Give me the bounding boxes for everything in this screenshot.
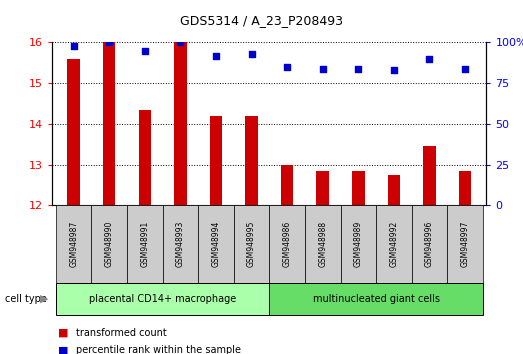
Bar <box>388 175 400 205</box>
Text: ▶: ▶ <box>40 294 49 304</box>
Bar <box>103 42 116 205</box>
Point <box>283 64 291 70</box>
Point <box>319 66 327 72</box>
Text: GDS5314 / A_23_P208493: GDS5314 / A_23_P208493 <box>180 14 343 27</box>
Bar <box>234 205 269 283</box>
Bar <box>305 205 340 283</box>
Text: GSM948993: GSM948993 <box>176 221 185 268</box>
Bar <box>269 283 483 315</box>
Bar <box>269 205 305 283</box>
Bar <box>163 205 198 283</box>
Text: GSM948990: GSM948990 <box>105 221 113 268</box>
Bar <box>316 171 329 205</box>
Bar <box>459 171 471 205</box>
Text: GSM948995: GSM948995 <box>247 221 256 268</box>
Point <box>247 51 256 57</box>
Point <box>176 40 185 45</box>
Point <box>425 56 434 62</box>
Bar <box>447 205 483 283</box>
Text: GSM948987: GSM948987 <box>69 221 78 267</box>
Bar <box>67 59 80 205</box>
Bar <box>340 205 376 283</box>
Text: ■: ■ <box>58 346 68 354</box>
Bar <box>245 116 258 205</box>
Text: placental CD14+ macrophage: placental CD14+ macrophage <box>89 294 236 304</box>
Text: cell type: cell type <box>5 294 47 304</box>
Text: GSM948997: GSM948997 <box>461 221 470 268</box>
Bar <box>56 205 92 283</box>
Text: GSM948988: GSM948988 <box>318 221 327 267</box>
Point <box>70 43 78 48</box>
Text: GSM948996: GSM948996 <box>425 221 434 268</box>
Bar <box>210 116 222 205</box>
Bar <box>56 283 269 315</box>
Point <box>212 53 220 58</box>
Bar <box>139 110 151 205</box>
Bar <box>281 165 293 205</box>
Text: transformed count: transformed count <box>76 328 167 338</box>
Bar <box>127 205 163 283</box>
Text: GSM948989: GSM948989 <box>354 221 363 267</box>
Text: GSM948991: GSM948991 <box>140 221 149 267</box>
Bar <box>92 205 127 283</box>
Bar <box>198 205 234 283</box>
Text: GSM948994: GSM948994 <box>211 221 221 268</box>
Point <box>105 40 113 45</box>
Point <box>354 66 362 72</box>
Text: multinucleated giant cells: multinucleated giant cells <box>313 294 440 304</box>
Point <box>390 67 398 73</box>
Bar <box>412 205 447 283</box>
Bar <box>174 42 187 205</box>
Point <box>141 48 149 53</box>
Bar <box>352 171 365 205</box>
Text: GSM948986: GSM948986 <box>282 221 292 267</box>
Text: percentile rank within the sample: percentile rank within the sample <box>76 346 241 354</box>
Bar <box>376 205 412 283</box>
Point <box>461 66 469 72</box>
Text: ■: ■ <box>58 328 68 338</box>
Text: GSM948992: GSM948992 <box>390 221 399 267</box>
Bar <box>423 146 436 205</box>
